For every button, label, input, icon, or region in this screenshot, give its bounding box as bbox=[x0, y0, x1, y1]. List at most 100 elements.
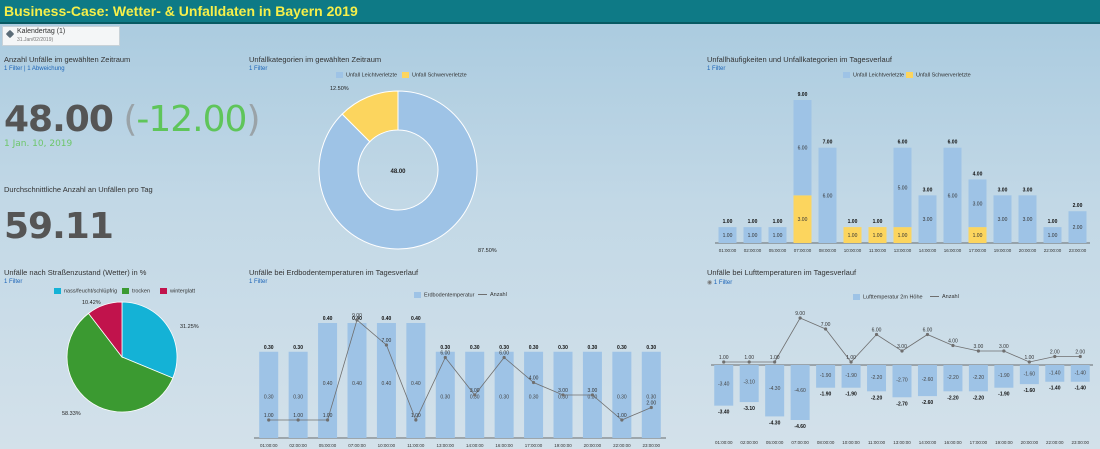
kpi1-date: 1 Jan. 10, 2019 bbox=[4, 139, 73, 149]
air-temp-bar bbox=[867, 365, 887, 392]
x-tick-label: 17:00:00 bbox=[970, 440, 988, 445]
air-temp-bottom-label: -4.30 bbox=[769, 420, 781, 426]
x-tick-label: 20:00:00 bbox=[1019, 248, 1037, 253]
kpi1-links[interactable]: 1 Filter | 1 Abweichung bbox=[4, 66, 65, 72]
pie-filter-link[interactable]: 1 Filter bbox=[4, 279, 23, 285]
bar-total-label: 1.00 bbox=[748, 219, 758, 225]
kpi1-filter-link[interactable]: 1 Filter bbox=[4, 66, 23, 72]
air-temp-bottom-label: -1.90 bbox=[998, 392, 1010, 398]
soil-temp-bar bbox=[524, 351, 544, 438]
legend-line bbox=[930, 296, 939, 298]
soil-temp-bar bbox=[435, 351, 455, 438]
donut-slice-leicht bbox=[318, 90, 478, 250]
soil-temp-mid-label: 0.30 bbox=[264, 394, 274, 400]
donut-label-small: 12.50% bbox=[330, 86, 349, 92]
pie-title: Unfälle nach Straßenzustand (Wetter) in … bbox=[4, 268, 147, 277]
soil-title: Unfälle bei Erdbodentemperaturen im Tage… bbox=[249, 268, 419, 277]
bar-total-label: 9.00 bbox=[798, 92, 808, 98]
bar-total-label: 6.00 bbox=[898, 140, 908, 146]
x-tick-label: 01:00:00 bbox=[719, 248, 737, 253]
x-tick-label: 11:00:00 bbox=[868, 440, 886, 445]
legend-label: nass/feucht/schlüpfrig bbox=[64, 288, 118, 295]
soil-temp-mid-label: 0.30 bbox=[558, 394, 568, 400]
legend-swatch bbox=[336, 72, 343, 78]
x-tick-label: 07:00:00 bbox=[348, 443, 366, 448]
kpi1-deviation-link[interactable]: 1 Abweichung bbox=[27, 66, 65, 72]
soil-temp-bar bbox=[288, 351, 308, 438]
donut-chart: 48.00 12.50% 87.50% bbox=[318, 86, 497, 254]
air-temp-bottom-label: -2.70 bbox=[896, 401, 908, 407]
bar-label-leicht: 5.00 bbox=[898, 185, 908, 191]
soil-temp-top-label: 0.30 bbox=[646, 345, 656, 351]
bar-total-label: 4.00 bbox=[973, 171, 983, 177]
soil-count-point bbox=[473, 393, 477, 397]
soil-temp-mid-label: 0.30 bbox=[470, 394, 480, 400]
bar-total-label: 3.00 bbox=[998, 187, 1008, 193]
air-temp-bottom-label: -3.10 bbox=[743, 406, 755, 412]
bar-schwer bbox=[868, 227, 887, 243]
bar-schwer bbox=[793, 195, 812, 243]
legend-label: Unfall Schwerverletzte bbox=[916, 72, 971, 79]
air-temp-mid-label: -4.30 bbox=[769, 386, 781, 392]
soil-temp-bar bbox=[259, 351, 279, 438]
bar-total-label: 1.00 bbox=[848, 219, 858, 225]
x-tick-label: 14:00:00 bbox=[919, 440, 937, 445]
soil-temp-top-label: 0.30 bbox=[558, 345, 568, 351]
x-tick-label: 05:00:00 bbox=[766, 440, 784, 445]
kpi1-close-paren: ) bbox=[246, 99, 260, 140]
air-temp-bottom-label: -1.40 bbox=[1075, 386, 1087, 392]
x-tick-label: 23:00:00 bbox=[643, 443, 661, 448]
x-tick-label: 14:00:00 bbox=[919, 248, 937, 253]
bar-leicht bbox=[743, 227, 762, 243]
bar-total-label: 1.00 bbox=[1048, 219, 1058, 225]
soil-temp-bar bbox=[318, 323, 338, 438]
pie-slice-winter bbox=[87, 301, 123, 359]
air-count-point bbox=[849, 360, 853, 364]
bar-total-label: 1.00 bbox=[773, 219, 783, 225]
soil-temp-mid-label: 0.30 bbox=[617, 394, 627, 400]
soil-count-label: 9.00 bbox=[352, 313, 362, 319]
air-count-point bbox=[925, 332, 930, 337]
x-tick-label: 13:00:00 bbox=[894, 248, 912, 253]
air-filter-link[interactable]: ◉ 1 Filter bbox=[707, 279, 732, 286]
air-count-point bbox=[1027, 360, 1031, 364]
air-temp-bottom-label: -4.60 bbox=[794, 424, 806, 430]
soil-filter-link[interactable]: 1 Filter bbox=[249, 279, 268, 285]
air-temp-bar bbox=[892, 365, 912, 398]
air-count-label: 3.00 bbox=[999, 344, 1009, 350]
air-temp-bottom-label: -2.20 bbox=[947, 395, 959, 401]
soil-temp-mid-label: 0.30 bbox=[499, 394, 509, 400]
air-count-label: 7.00 bbox=[821, 322, 831, 328]
soil-count-point bbox=[531, 380, 536, 385]
x-tick-label: 05:00:00 bbox=[319, 443, 337, 448]
soil-legend-count: Anzahl bbox=[478, 292, 507, 298]
soil-count-label: 3.00 bbox=[470, 388, 480, 394]
soil-temp-top-label: 0.30 bbox=[499, 345, 509, 351]
air-count-label: 1.00 bbox=[770, 355, 780, 361]
stacked-filter-link[interactable]: 1 Filter bbox=[707, 66, 726, 72]
bar-leicht bbox=[993, 195, 1012, 243]
air-count-point bbox=[1002, 349, 1006, 353]
air-temp-bar bbox=[790, 365, 810, 420]
filter-chip[interactable]: Kalendertag (1) 31.Jan/02/2019) bbox=[2, 26, 120, 46]
x-tick-label: 02:00:00 bbox=[740, 440, 758, 445]
pie-label-trocken: 58.33% bbox=[62, 411, 81, 417]
title-bar: Business-Case: Wetter- & Unfalldaten in … bbox=[0, 0, 1100, 24]
air-temp-bar bbox=[816, 365, 836, 388]
air-count-point bbox=[1053, 354, 1057, 359]
legend-label: Anzahl bbox=[490, 292, 507, 298]
legend-swatch bbox=[414, 292, 421, 298]
soil-count-label: 4.00 bbox=[529, 376, 539, 382]
air-count-point bbox=[951, 343, 955, 348]
donut-filter-link[interactable]: 1 Filter bbox=[249, 66, 268, 72]
x-tick-label: 17:00:00 bbox=[525, 443, 543, 448]
air-count-label: 1.00 bbox=[744, 355, 754, 361]
legend-label: Lufttemperatur 2m Höhe bbox=[863, 294, 923, 301]
x-tick-label: 10:00:00 bbox=[842, 440, 860, 445]
bar-label-schwer: 1.00 bbox=[898, 233, 908, 239]
bar-schwer bbox=[893, 227, 912, 243]
pie-legend-trocken: trocken bbox=[122, 288, 150, 294]
soil-count-label: 6.00 bbox=[440, 351, 450, 357]
air-temp-mid-label: -2.20 bbox=[947, 375, 959, 381]
soil-count-label: 1.00 bbox=[617, 413, 627, 419]
